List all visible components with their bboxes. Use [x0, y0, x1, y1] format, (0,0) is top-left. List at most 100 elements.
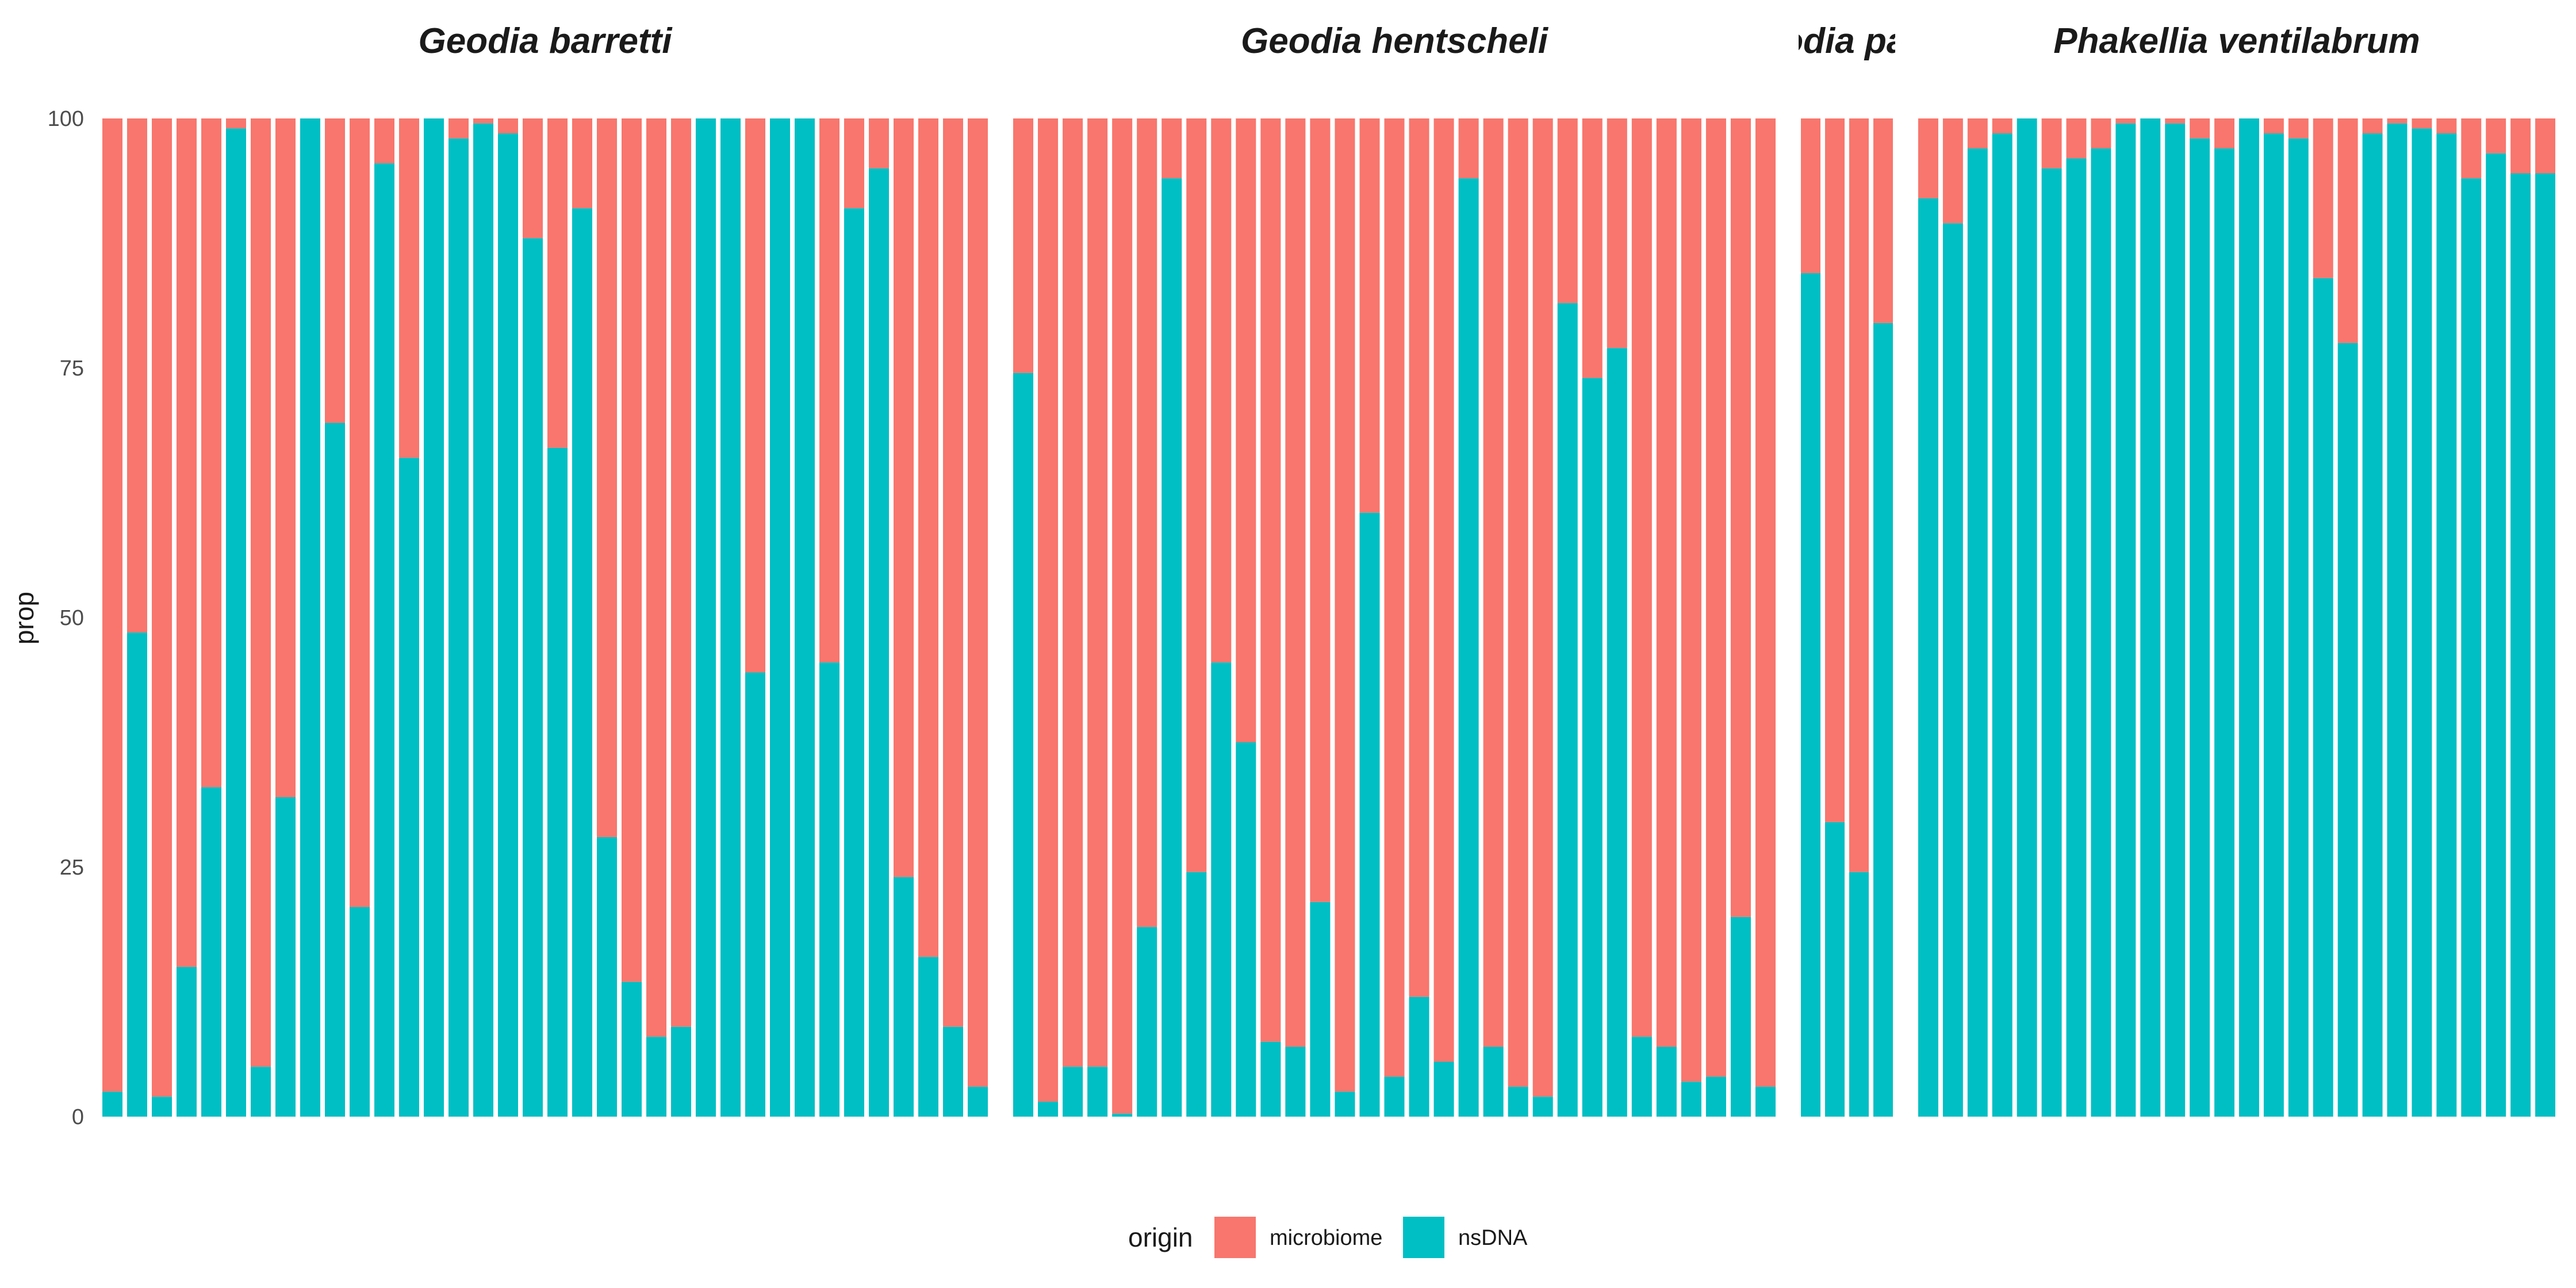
- bar-microbiome: [1918, 118, 1938, 198]
- bar-nsdna: [1730, 917, 1751, 1117]
- bar-nsdna: [1557, 303, 1578, 1117]
- bar-microbiome: [2362, 118, 2383, 134]
- bar-nsdna: [2165, 123, 2186, 1117]
- bar-nsdna: [152, 1097, 172, 1117]
- bar-nsdna: [2066, 158, 2087, 1117]
- bar-nsdna: [1137, 927, 1157, 1117]
- bar-nsdna: [696, 118, 716, 1117]
- bar-nsdna: [1112, 1113, 1133, 1117]
- bar-nsdna: [943, 1026, 963, 1117]
- bar-nsdna: [2535, 173, 2555, 1117]
- bar-microbiome: [1942, 118, 1963, 224]
- bar-nsdna: [1186, 872, 1207, 1117]
- bar-microbiome: [1557, 118, 1578, 304]
- bar-nsdna: [1483, 1046, 1504, 1117]
- bar-microbiome: [2190, 118, 2210, 139]
- bar-nsdna: [275, 797, 296, 1117]
- bar-nsdna: [2313, 278, 2333, 1117]
- legend-label: nsDNA: [1458, 1226, 1528, 1250]
- bar-microbiome: [1409, 118, 1429, 997]
- bar-microbiome: [2066, 118, 2087, 159]
- bar-nsdna: [399, 458, 419, 1117]
- bar-nsdna: [844, 208, 864, 1117]
- bar-nsdna: [1508, 1086, 1528, 1117]
- bar-microbiome: [226, 118, 246, 129]
- bar-microbiome: [968, 118, 988, 1087]
- bar-microbiome: [1631, 118, 1652, 1037]
- bar-nsdna: [2041, 168, 2062, 1117]
- bar-microbiome: [1285, 118, 1306, 1047]
- bar-nsdna: [2140, 118, 2161, 1117]
- bar-microbiome: [572, 118, 592, 209]
- facet-title: Phakellia ventilabrum: [2053, 21, 2420, 61]
- bar-nsdna: [177, 967, 197, 1117]
- bar-microbiome: [1681, 118, 1701, 1082]
- bar-nsdna: [1681, 1082, 1701, 1117]
- bar-microbiome: [2313, 118, 2333, 278]
- y-axis-title: prop: [9, 592, 39, 645]
- bar-nsdna: [2461, 178, 2482, 1117]
- bar-microbiome: [2263, 118, 2284, 134]
- bar-microbiome: [1236, 118, 1256, 742]
- bar-microbiome: [102, 118, 122, 1092]
- bar-nsdna: [1335, 1091, 1355, 1117]
- bar-nsdna: [869, 168, 889, 1117]
- bar-microbiome: [671, 118, 691, 1027]
- bar-microbiome: [2337, 118, 2358, 343]
- bar-microbiome: [2486, 118, 2506, 154]
- bar-microbiome: [275, 118, 296, 798]
- bar-microbiome: [2115, 118, 2136, 124]
- bar-microbiome: [1582, 118, 1603, 378]
- bar-microbiome: [374, 118, 394, 164]
- bar-nsdna: [1384, 1076, 1405, 1117]
- bar-nsdna: [1755, 1086, 1776, 1117]
- bar-microbiome: [1801, 118, 1820, 274]
- bar-nsdna: [1359, 512, 1380, 1117]
- bar-nsdna: [1162, 178, 1182, 1117]
- bar-nsdna: [1013, 373, 1034, 1117]
- bar-microbiome: [1755, 118, 1776, 1087]
- bar-microbiome: [1607, 118, 1627, 348]
- bar-microbiome: [1359, 118, 1380, 513]
- bar-nsdna: [720, 118, 741, 1117]
- bar-nsdna: [2091, 148, 2111, 1117]
- bar-nsdna: [1285, 1046, 1306, 1117]
- bar-nsdna: [1992, 133, 2012, 1117]
- bar-nsdna: [968, 1086, 988, 1117]
- bar-nsdna: [2486, 153, 2506, 1117]
- bar-nsdna: [1458, 178, 1479, 1117]
- bar-microbiome: [152, 118, 172, 1097]
- bar-microbiome: [819, 118, 839, 663]
- bar-microbiome: [943, 118, 963, 1027]
- bar-microbiome: [1705, 118, 1726, 1077]
- bar-microbiome: [399, 118, 419, 458]
- bar-nsdna: [127, 632, 147, 1117]
- bar-microbiome: [1825, 118, 1845, 822]
- bar-microbiome: [894, 118, 914, 877]
- bar-microbiome: [127, 118, 147, 633]
- bar-nsdna: [1582, 378, 1603, 1117]
- bar-nsdna: [473, 123, 493, 1117]
- bar-nsdna: [1607, 348, 1627, 1117]
- legend-title: origin: [1128, 1222, 1193, 1252]
- bar-microbiome: [2436, 118, 2457, 134]
- bar-nsdna: [1825, 822, 1845, 1117]
- bar-nsdna: [1310, 902, 1331, 1117]
- bar-nsdna: [795, 118, 815, 1117]
- facet-title: Geodia hentscheli: [1241, 21, 1549, 61]
- bar-nsdna: [671, 1026, 691, 1117]
- bar-microbiome: [1873, 118, 1893, 323]
- bar-nsdna: [2239, 118, 2259, 1117]
- legend-swatch-microbiome: [1214, 1217, 1256, 1258]
- bar-nsdna: [2263, 133, 2284, 1117]
- bar-nsdna: [819, 662, 839, 1117]
- bar-microbiome: [325, 118, 345, 423]
- bar-microbiome: [1112, 118, 1133, 1114]
- bar-microbiome: [646, 118, 666, 1037]
- bar-microbiome: [918, 118, 938, 957]
- bar-microbiome: [1260, 118, 1281, 1042]
- bar-nsdna: [1038, 1101, 1059, 1117]
- bar-nsdna: [251, 1067, 271, 1117]
- bar-nsdna: [523, 238, 543, 1117]
- bar-nsdna: [2017, 118, 2037, 1117]
